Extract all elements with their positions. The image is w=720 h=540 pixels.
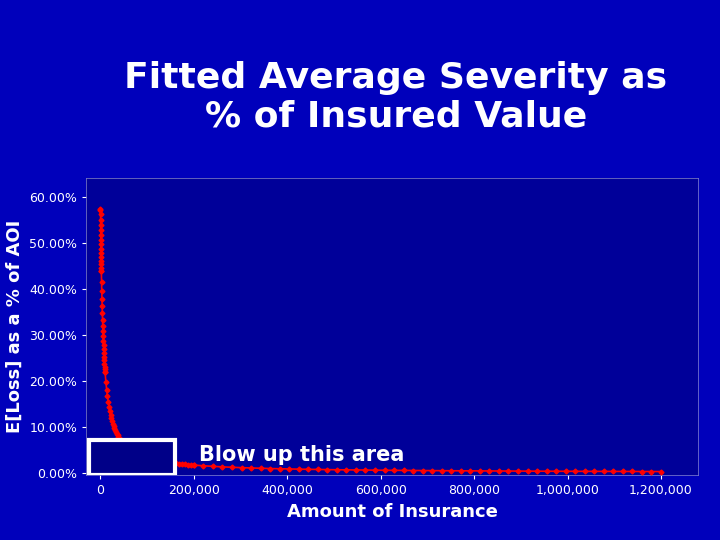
Text: Blow up this area: Blow up this area <box>199 446 404 465</box>
Text: Fitted Average Severity as
% of Insured Value: Fitted Average Severity as % of Insured … <box>125 60 667 134</box>
X-axis label: Amount of Insurance: Amount of Insurance <box>287 503 498 521</box>
Y-axis label: E[Loss] as a % of AOI: E[Loss] as a % of AOI <box>6 220 24 433</box>
Bar <box>89 440 175 475</box>
